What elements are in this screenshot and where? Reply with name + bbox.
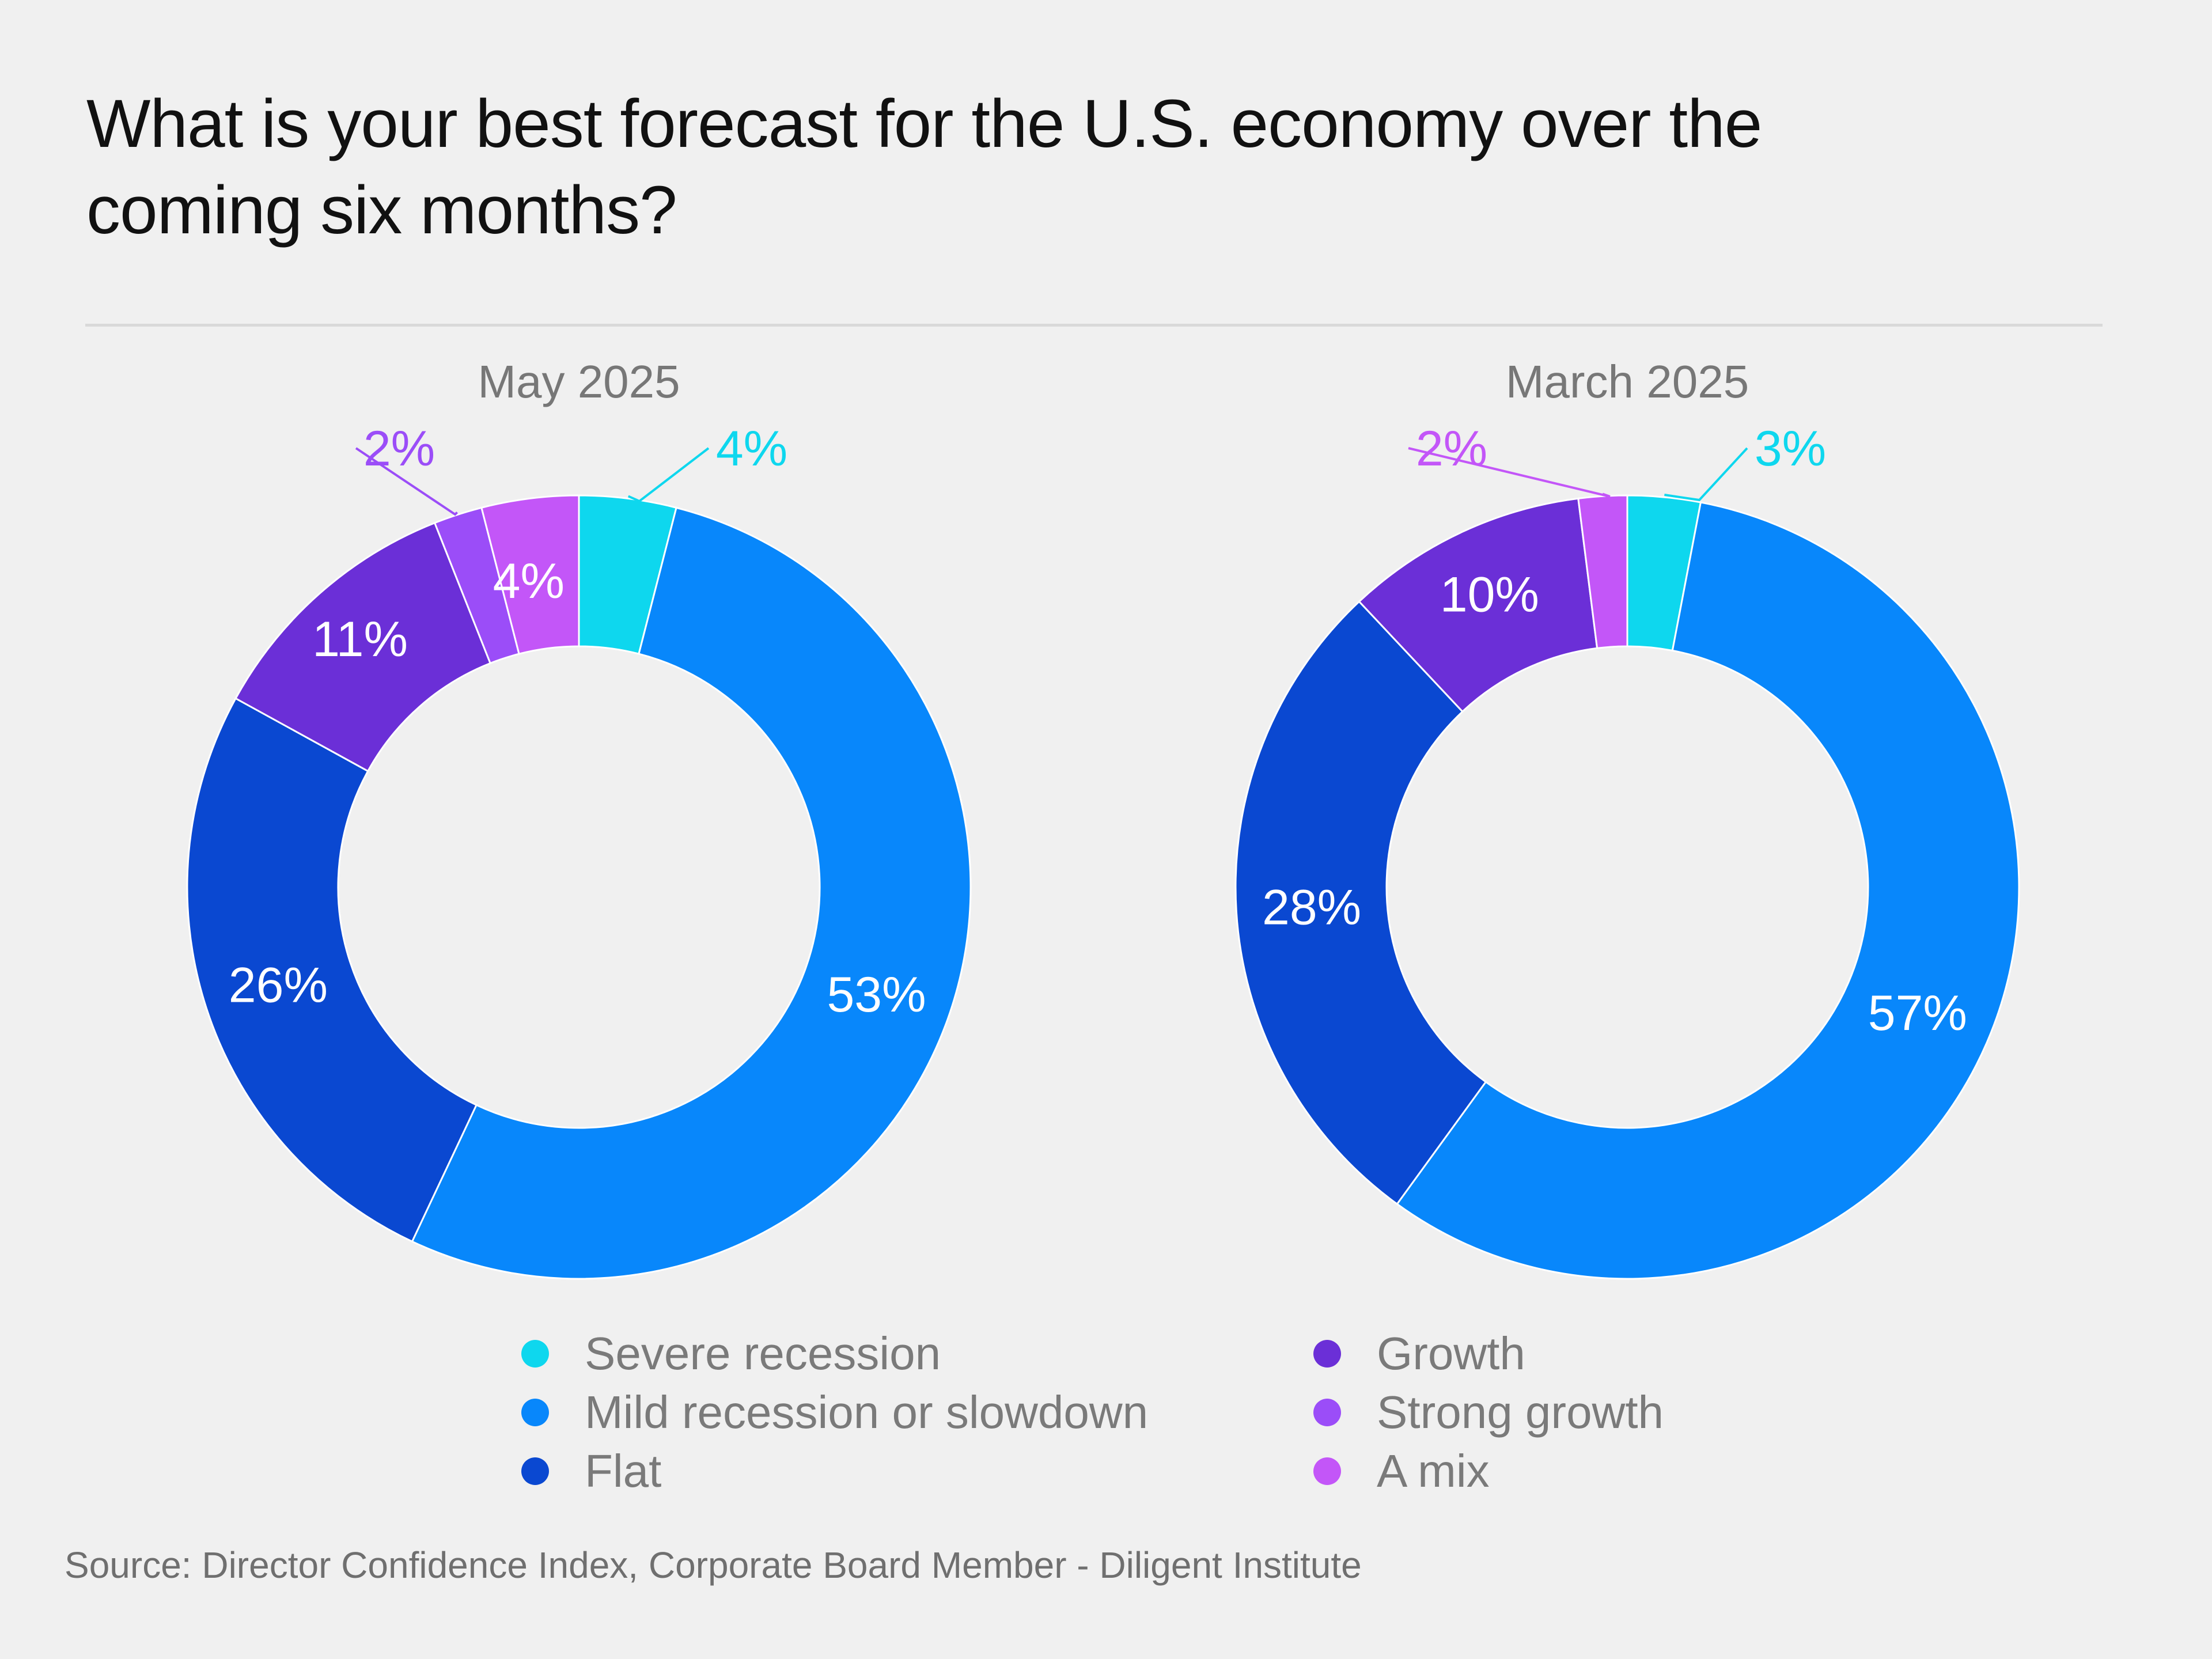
legend-item-strong-growth: Strong growth [1313,1384,1664,1441]
legend-item-mild-recession: Mild recession or slowdown [521,1384,1148,1441]
leader-line [627,447,710,503]
legend: Severe recession Mild recession or slowd… [0,1325,2212,1515]
legend-item-growth: Growth [1313,1325,1525,1382]
data-label: 28% [1262,880,1361,935]
slice-march-2025-mild-recession-or-slowdown [1396,501,2020,1280]
data-label: 4% [493,554,565,609]
legend-item-flat: Flat [521,1442,661,1500]
legend-swatch [1313,1457,1341,1485]
data-label: 53% [827,967,926,1022]
legend-item-severe-recession: Severe recession [521,1325,941,1382]
legend-swatch [1313,1340,1341,1368]
source-note: Source: Director Confidence Index, Corpo… [65,1544,1362,1586]
slice-may-2025-growth [234,521,492,772]
leader-line [1664,447,1748,502]
legend-label: Severe recession [585,1328,941,1379]
chart-subtitle-march-2025: March 2025 [1506,356,1749,407]
data-label: 11% [312,612,408,667]
data-label: 4% [716,421,787,476]
legend-label: Growth [1377,1328,1525,1379]
data-label: 2% [363,421,435,476]
slice-may-2025-mild-recession-or-slowdown [411,506,972,1280]
title-divider [85,324,2103,327]
slice-march-2025-a-mix [1577,494,1628,649]
chart-subtitle-may-2025: May 2025 [478,356,680,407]
legend-item-a-mix: A mix [1313,1442,1490,1500]
slice-may-2025-flat [186,697,478,1243]
legend-swatch [521,1399,549,1426]
data-label: 26% [229,958,328,1013]
chart-title: What is your best forecast for the U.S. … [86,86,1762,248]
legend-label: Strong growth [1377,1387,1664,1438]
slice-march-2025-flat [1234,600,1487,1206]
slice-may-2025-a-mix [480,494,580,655]
leader-line [355,447,459,516]
data-label: 2% [1416,421,1487,476]
leader-line [1408,447,1611,498]
legend-swatch [1313,1399,1341,1426]
legend-swatch [521,1340,549,1368]
legend-label: A mix [1377,1445,1490,1497]
legend-swatch [521,1457,549,1485]
data-label: 10% [1440,567,1539,623]
data-label: 57% [1868,986,1967,1041]
legend-label: Mild recession or slowdown [585,1387,1149,1438]
data-label: 3% [1755,421,1826,476]
legend-label: Flat [585,1445,662,1497]
